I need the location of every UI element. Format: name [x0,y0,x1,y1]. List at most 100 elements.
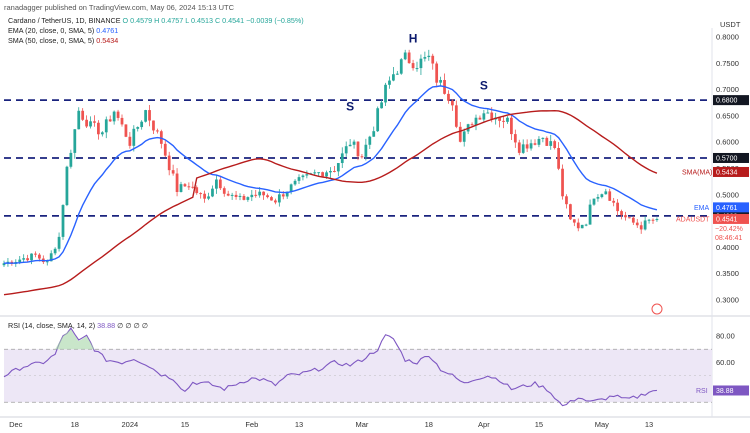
time-tick-label: 13 [645,420,653,429]
candle-body [545,137,549,146]
price-tag-bg [713,166,749,177]
pattern-annotation-label: H [409,31,418,45]
candle-body [344,146,348,154]
candle-body [183,184,187,187]
candle-body [537,138,541,145]
candle-body [470,124,474,126]
candle-body [313,172,317,174]
candle-body [631,217,635,223]
time-tick-label: Dec [9,420,23,429]
time-tick-label: 2024 [122,420,139,429]
candle-body [352,141,356,145]
candle-body [187,186,191,188]
sma-tag-name: SMA(MA) [682,169,712,176]
price-tick-label: 0.8000 [716,33,739,42]
candle-body [108,119,112,122]
candle-body [604,191,608,195]
candle-body [360,156,364,158]
price-tag-label: 0.5434 [716,169,738,176]
rsi-value: 38.88 [97,321,116,330]
candle-body [179,184,183,192]
time-tick-label: 13 [295,420,303,429]
candle-body [462,131,466,142]
candle-body [57,236,61,249]
sma-label: SMA (50, close, 0, SMA, 5) [8,36,95,45]
candle-body [533,143,537,145]
sma-value: 0.5434 [96,36,119,45]
candle-body [392,74,395,81]
level-tag-bg [713,152,749,163]
candle-body [325,172,328,177]
candle-body [478,117,482,120]
candle-body [561,168,564,197]
candle-body [628,217,631,219]
candle-body [297,177,301,181]
price-tag-label: 0.4761 [716,205,738,212]
candle-body [576,222,580,229]
ohlc-values: O 0.4579 H 0.4757 L 0.4513 C 0.4541 −0.0… [122,16,304,25]
candle-body [211,188,214,197]
price-tag-label: 0.4541 [716,216,738,223]
candle-body [411,63,415,69]
candle-body [643,220,647,230]
rsi-tag-label: 38.88 [716,388,734,395]
candle-body [254,194,258,196]
candle-body [399,59,403,74]
candle-body [34,253,37,255]
candle-body [529,143,533,149]
candle-body [77,110,81,130]
candle-body [592,198,596,205]
time-tick-label: 15 [535,420,543,429]
ema-value: 0.4761 [96,26,119,35]
price-tick-label: 0.3000 [716,296,739,305]
rsi-extra: ∅ ∅ ∅ ∅ [117,321,149,330]
time-tick-label: 18 [71,420,79,429]
candle-body [258,191,262,196]
candle-body [38,254,41,259]
currency-label: USDT [720,20,741,29]
ema-tag-name: EMA [694,205,710,212]
candle-body [175,173,179,192]
candle-body [616,202,619,212]
candle-body [348,144,352,147]
candle-body [97,122,100,135]
candle-body [340,153,344,164]
time-tick-label: May [595,420,609,429]
price-tag-bg [713,202,749,213]
candle-body [423,57,427,59]
candle-body [132,128,136,146]
rsi-overbought-fill [55,329,95,350]
candle-body [61,205,65,237]
candle-body [431,55,435,64]
candle-body [333,170,336,172]
candle-body [458,126,462,142]
candle-body [517,142,521,153]
pattern-annotation-label: S [346,100,354,114]
candle-body [384,84,387,103]
price-tick-label: 0.7000 [716,85,739,94]
candle-body [447,93,450,101]
price-tick-label: 0.6500 [716,111,739,120]
candle-body [281,194,285,197]
candle-body [474,117,478,126]
level-tag-bg [713,95,749,106]
candle-body [262,191,265,196]
rsi-legend: RSI (14, close, SMA, 14, 2) 38.88 ∅ ∅ ∅ … [8,321,148,330]
candle-body [651,219,655,221]
candle-body [274,200,277,203]
candle-body [26,258,29,261]
last-tag-name: ADAUSDT [676,216,710,223]
rsi-tick-label: 60.00 [716,358,735,367]
candle-body [557,147,560,169]
candle-body [620,211,623,216]
candle-body [301,175,305,178]
candle-body [136,127,140,129]
candle-body [69,152,73,167]
candle-body [266,195,269,198]
candle-body [419,58,423,69]
candle-body [639,225,643,230]
pattern-annotation-label: S [480,79,488,93]
candle-body [572,219,576,223]
price-tag-bg [713,213,749,224]
